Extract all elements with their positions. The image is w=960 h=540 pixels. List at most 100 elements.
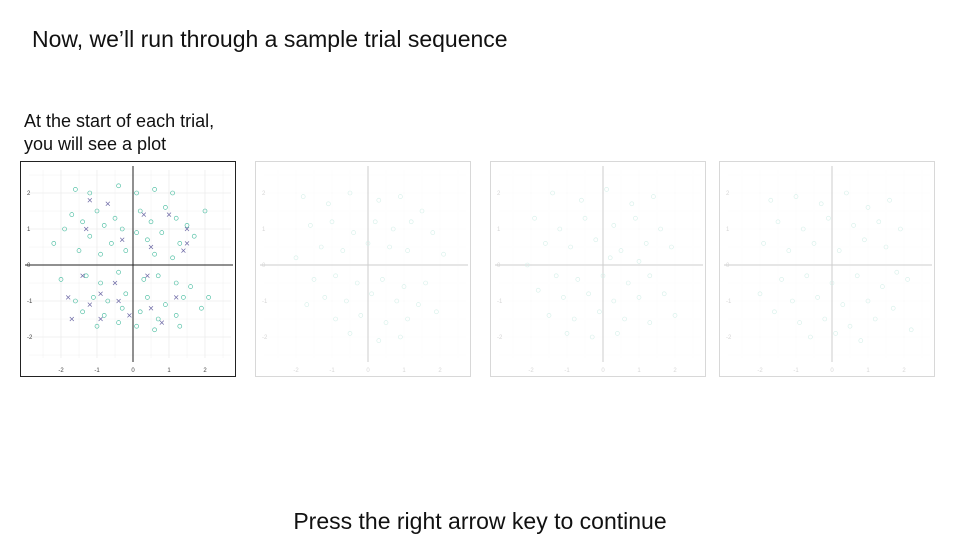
circle-marker [833, 331, 838, 336]
circle-marker [116, 269, 121, 275]
circle-marker [155, 316, 161, 322]
circle-marker [790, 298, 795, 304]
circle-marker [376, 338, 382, 343]
cross-marker [80, 273, 85, 279]
circle-marker [405, 316, 410, 322]
caption-line-2: you will see a plot [24, 134, 167, 154]
circle-marker [768, 197, 774, 203]
circle-marker [636, 295, 642, 300]
circle-marker [761, 241, 766, 246]
y-tick-label: 1 [262, 227, 266, 233]
circle-marker [58, 277, 64, 282]
circle-marker [604, 187, 609, 192]
circle-marker [633, 215, 638, 221]
circle-marker [416, 302, 421, 307]
circle-marker [188, 284, 193, 289]
circle-marker [564, 331, 570, 336]
circle-marker [116, 320, 121, 325]
circle-marker [779, 277, 784, 282]
circle-marker [137, 208, 143, 214]
circle-marker [152, 251, 157, 257]
circle-marker [890, 305, 896, 311]
circle-marker [191, 233, 197, 239]
circle-marker [152, 187, 157, 192]
circle-marker [430, 230, 436, 235]
cross-marker [87, 302, 93, 307]
cross-marker [184, 241, 190, 246]
cross-marker [181, 248, 186, 253]
circle-marker [829, 280, 835, 286]
trial-caption: At the start of each trial, you will see… [24, 110, 214, 156]
circle-marker [419, 208, 425, 214]
x-tick-label: -1 [94, 368, 100, 374]
circle-marker [615, 331, 620, 336]
y-tick-label: -2 [27, 335, 33, 341]
circle-marker [145, 295, 150, 300]
circle-marker [372, 219, 378, 225]
circle-marker [568, 244, 573, 250]
cross-marker [148, 305, 154, 311]
x-tick-label: 1 [866, 368, 870, 374]
circle-marker [347, 331, 353, 336]
circle-marker [862, 237, 867, 243]
cross-marker [166, 212, 172, 217]
cross-marker [105, 201, 111, 207]
circle-marker [600, 273, 606, 279]
circle-marker [658, 226, 663, 232]
continue-instruction: Press the right arrow key to continue [293, 508, 667, 534]
circle-marker [141, 277, 147, 282]
scatter-plot-faded-1: -2 -1 0 1 2 2 1 0 -1 -2 [255, 161, 471, 377]
circle-marker [826, 215, 831, 221]
circle-marker [365, 241, 371, 246]
circle-marker [119, 226, 125, 232]
circle-marker [177, 241, 183, 246]
circle-marker [434, 309, 439, 315]
cross-marker [141, 212, 147, 217]
circle-marker [629, 201, 635, 207]
circle-marker [369, 291, 374, 297]
scatter-svg: -2 -1 0 1 2 2 1 0 -1 -2 [25, 166, 233, 374]
circle-marker [661, 291, 667, 297]
circle-marker [322, 295, 328, 300]
y-tick-label: 1 [497, 227, 501, 233]
circle-marker [101, 223, 107, 228]
scatter-plot-faded-2: -2 -1 0 1 2 2 1 0 -1 -2 [490, 161, 706, 377]
circle-marker [408, 219, 414, 225]
circle-marker [575, 277, 581, 282]
circle-marker [333, 273, 338, 279]
circle-marker [589, 334, 595, 340]
circle-marker [134, 230, 139, 235]
circle-marker [898, 226, 903, 232]
circle-marker [155, 273, 161, 279]
circle-marker [597, 309, 602, 315]
circle-marker [163, 205, 168, 210]
cross-marker [69, 316, 75, 322]
x-tick-label: -2 [58, 368, 64, 374]
circle-marker [593, 237, 599, 243]
circle-marker [561, 295, 566, 300]
circle-marker [181, 295, 186, 300]
circle-marker [880, 284, 885, 289]
circle-marker [847, 323, 853, 329]
x-tick-label: 1 [637, 368, 641, 374]
x-tick-label: 2 [902, 368, 906, 374]
y-tick-label: -2 [497, 335, 503, 341]
x-tick-label: 1 [167, 368, 171, 374]
circle-marker [80, 219, 85, 225]
circle-marker [326, 201, 331, 207]
cross-marker [112, 280, 118, 286]
caption-line-1: At the start of each trial, [24, 111, 215, 131]
x-tick-label: -1 [329, 368, 335, 374]
circle-marker [586, 291, 591, 297]
circle-marker [423, 280, 428, 286]
circle-marker [105, 298, 111, 304]
circle-marker [535, 287, 541, 293]
cross-marker [87, 197, 93, 203]
circle-marker [159, 230, 165, 235]
circle-marker [354, 280, 360, 286]
circle-marker [872, 316, 878, 322]
scatter-svg: -2 -1 0 1 2 2 1 0 -1 -2 [495, 166, 703, 374]
circle-marker [643, 241, 649, 246]
circle-marker [894, 269, 900, 275]
circle-marker [177, 323, 183, 329]
